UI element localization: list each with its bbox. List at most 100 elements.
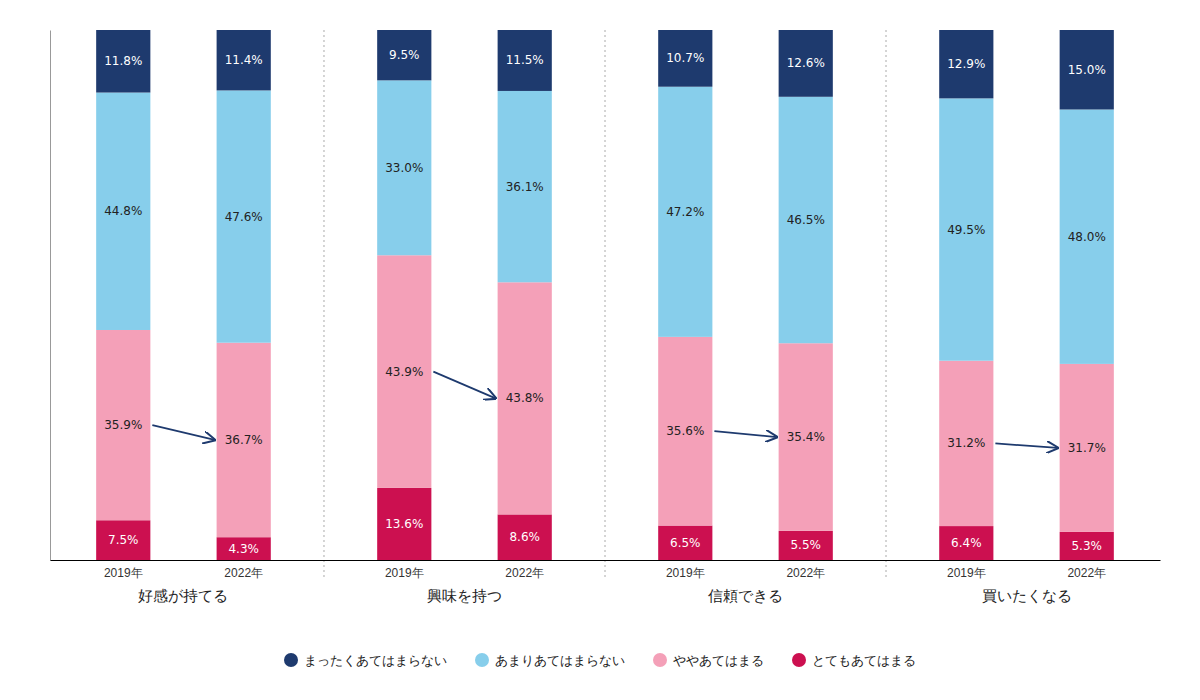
legend-swatch <box>653 653 667 667</box>
bar-segment <box>377 80 431 255</box>
y-axis-line <box>50 31 51 561</box>
bar-segment <box>498 514 552 560</box>
year-label: 2022年 <box>224 566 263 580</box>
year-label: 2019年 <box>385 566 424 580</box>
data-label: 6.5% <box>670 536 701 550</box>
data-label: 11.5% <box>506 53 544 67</box>
year-tick: 2019年 <box>104 560 143 580</box>
data-label: 6.4% <box>951 536 982 550</box>
bar-segment <box>658 87 712 337</box>
x-axis: 好感が持てる興味を持つ 信頼できる 買いたくなる <box>51 560 1161 604</box>
data-label: 35.4% <box>787 430 825 444</box>
y-axis <box>50 31 51 561</box>
bar-segment <box>377 488 431 560</box>
x-tick: 信頼できる <box>708 560 783 604</box>
bar-segment <box>939 30 993 98</box>
year-axis: 2019年 2022年 <box>104 560 263 580</box>
bar-segment <box>939 526 993 560</box>
bar-segment <box>96 330 150 520</box>
data-label: 7.5% <box>108 533 139 547</box>
year-tick: 2022年 <box>786 560 825 580</box>
data-label: 12.6% <box>787 56 825 70</box>
change-arrow <box>433 372 495 399</box>
change-arrow <box>152 425 214 440</box>
data-label: 46.5% <box>787 213 825 227</box>
legend-label: あまりあてはまらない <box>495 653 625 668</box>
bar-segment <box>658 337 712 526</box>
data-label: 43.8% <box>506 391 544 405</box>
year-axis: 2019年 2022年 <box>947 560 1106 580</box>
legend-item: まったくあてはまらない <box>284 653 447 668</box>
data-label: 8.6% <box>509 530 540 544</box>
year-tick: 2022年 <box>505 560 544 580</box>
data-label: 36.7% <box>225 433 263 447</box>
chart: 7.5% 35.9% 44.8% 11.8% 4.3% 36.7% 47.6% 11.4% 13… <box>0 0 1200 700</box>
year-tick: 2022年 <box>1067 560 1106 580</box>
data-label: 9.5% <box>389 48 420 62</box>
bar-segment <box>1060 532 1114 560</box>
legend-item: ややあてはまる <box>653 653 764 668</box>
data-label: 35.9% <box>104 418 142 432</box>
legend: まったくあてはまらない あまりあてはまらない ややあてはまる とてもあてはまる <box>284 653 916 668</box>
data-label: 4.3% <box>228 542 259 556</box>
bar-segment <box>498 91 552 282</box>
legend-label: ややあてはまる <box>673 653 764 668</box>
change-arrow <box>995 443 1057 448</box>
bar-segment <box>779 343 833 531</box>
data-label: 11.4% <box>225 53 263 67</box>
bar-segment <box>1060 364 1114 532</box>
data-label: 5.5% <box>790 538 821 552</box>
data-label: 36.1% <box>506 180 544 194</box>
year-label: 2019年 <box>947 566 986 580</box>
bar-segment <box>1060 30 1114 110</box>
year-axis: 2019年 2022年 <box>385 560 544 580</box>
bar-segment <box>779 531 833 560</box>
legend-item: とてもあてはまる <box>792 653 916 668</box>
bar-segment <box>1060 110 1114 364</box>
year-label: 2019年 <box>666 566 705 580</box>
data-label: 49.5% <box>947 223 985 237</box>
bars <box>96 30 1114 560</box>
year-label: 2022年 <box>786 566 825 580</box>
data-label: 44.8% <box>104 204 142 218</box>
legend-item: あまりあてはまらない <box>475 653 625 668</box>
bar-segment <box>96 93 150 330</box>
group-separator <box>886 30 887 580</box>
year-tick: 2019年 <box>947 560 986 580</box>
legend-swatch <box>792 653 806 667</box>
data-label: 15.0% <box>1068 63 1106 77</box>
legend-label: とてもあてはまる <box>812 653 916 668</box>
data-label: 11.8% <box>104 54 142 68</box>
bar-segment <box>779 30 833 97</box>
x-tick: 好感が持てる <box>138 560 228 604</box>
year-tick: 2022年 <box>224 560 263 580</box>
bar-segment <box>96 520 150 560</box>
data-label: 47.6% <box>225 210 263 224</box>
data-label: 31.7% <box>1068 441 1106 455</box>
data-label: 13.6% <box>385 517 423 531</box>
bar-segment <box>217 90 271 342</box>
bar-segment <box>658 526 712 560</box>
data-label: 10.7% <box>666 51 704 65</box>
year-label: 2019年 <box>104 566 143 580</box>
legend-label: まったくあてはまらない <box>304 653 447 668</box>
category-label: 興味を持つ <box>427 587 502 604</box>
bar-segment <box>498 282 552 514</box>
bar-segment <box>377 255 431 488</box>
year-axis: 2019年 2022年 <box>666 560 825 580</box>
data-labels: 7.5% 35.9% 44.8% 11.8% 4.3% 36.7% 47.6% 11.4% 13… <box>104 48 1106 555</box>
category-label: 信頼できる <box>708 587 783 604</box>
bar-segment <box>96 30 150 93</box>
data-label: 33.0% <box>385 161 423 175</box>
category-label: 買いたくなる <box>982 587 1072 604</box>
legend-swatch <box>284 653 298 667</box>
year-label: 2022年 <box>505 566 544 580</box>
bar-segment <box>217 537 271 560</box>
data-label: 47.2% <box>666 205 704 219</box>
group-separator <box>605 30 606 580</box>
arrows <box>152 372 1057 448</box>
x-tick: 買いたくなる <box>982 560 1072 604</box>
data-label: 35.6% <box>666 424 704 438</box>
data-label: 48.0% <box>1068 230 1106 244</box>
data-label: 31.2% <box>947 436 985 450</box>
